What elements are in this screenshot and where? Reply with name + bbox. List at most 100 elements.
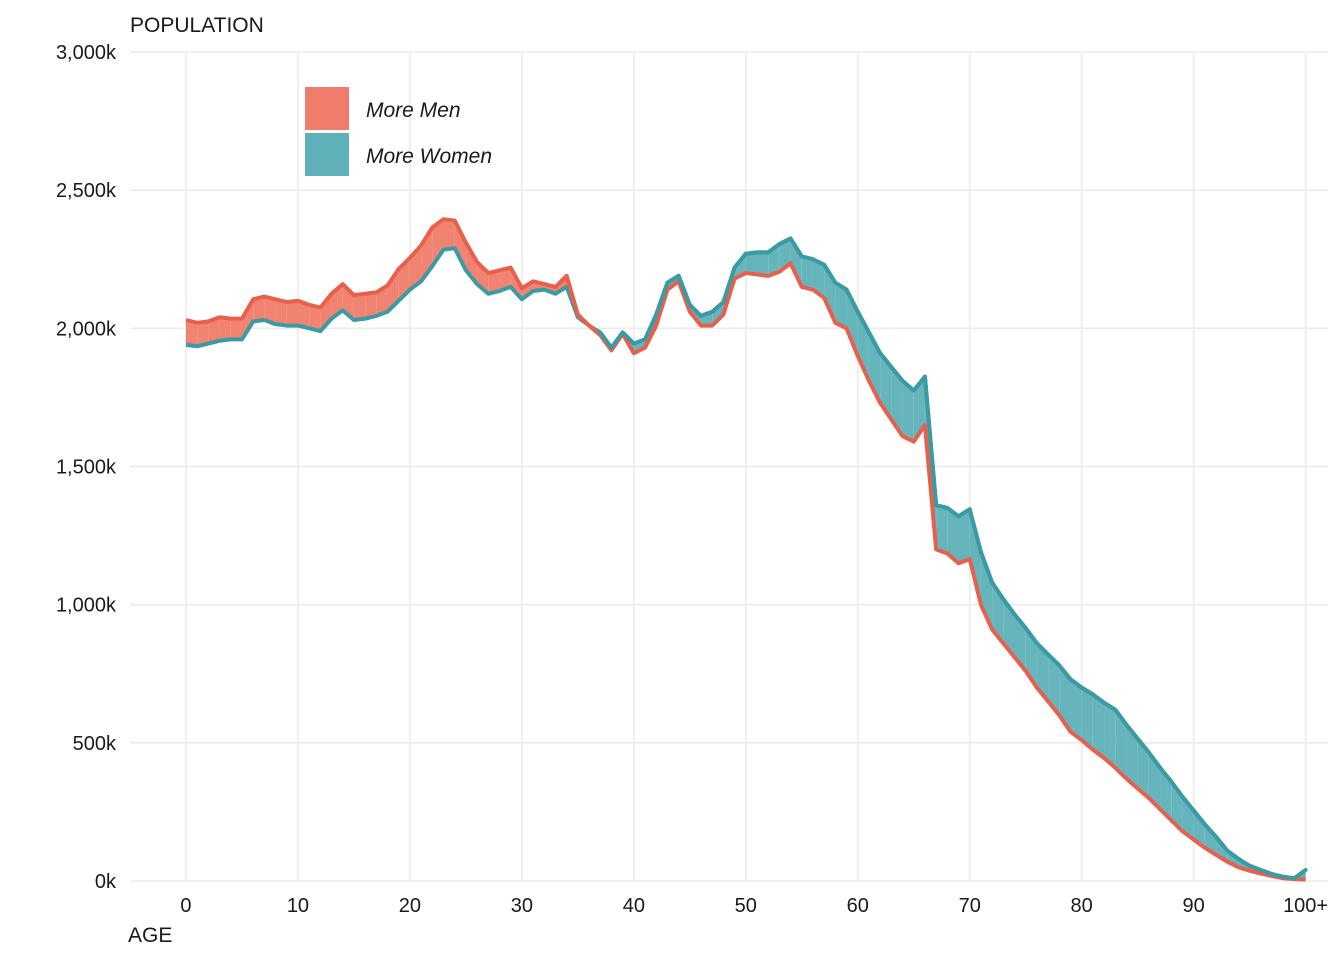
legend-label-more-men: More Men	[366, 99, 461, 122]
y-tick-label: 3,000k	[56, 42, 117, 64]
more-men-fill	[219, 317, 231, 341]
women-line-segment	[866, 330, 883, 356]
y-tick-label: 1,000k	[56, 595, 117, 617]
women-line-segment	[855, 309, 871, 335]
x-tick-label: 20	[399, 895, 421, 917]
women-line-segment	[822, 262, 838, 285]
men-line	[185, 217, 1306, 882]
women-line-segment	[889, 365, 905, 383]
more-men-fill	[275, 299, 287, 326]
more-women-fill	[1204, 824, 1217, 855]
more-men-fill	[488, 270, 500, 294]
women-line-segment	[911, 374, 927, 393]
women-line-segment	[598, 330, 614, 350]
women-line-segment	[643, 312, 659, 342]
women-line-segment	[609, 330, 625, 350]
women-line-segment	[1068, 677, 1084, 690]
x-tick-label: 60	[847, 895, 869, 917]
more-women-fill	[1059, 665, 1071, 732]
women-line-segment	[1012, 612, 1028, 631]
y-axis-title: POPULATION	[130, 14, 264, 37]
more-men-fill	[197, 321, 209, 347]
more-men-fill	[465, 242, 478, 285]
more-women-fill	[913, 376, 925, 442]
more-men-fill	[264, 296, 276, 325]
women-line-segment	[1090, 692, 1107, 705]
more-men-fill	[230, 318, 242, 340]
women-line-segment	[833, 280, 849, 292]
x-tick-label: 70	[959, 895, 981, 917]
more-women-fill	[1036, 643, 1049, 702]
women-line-segment	[1191, 808, 1207, 827]
women-line-segment	[1034, 641, 1051, 657]
y-tick-label: 2,500k	[56, 180, 117, 202]
x-tick-label: 80	[1071, 895, 1093, 917]
women-line-segment	[1135, 736, 1151, 755]
more-men-fill	[241, 299, 254, 340]
more-men-fill	[185, 320, 198, 347]
more-women-fill	[947, 507, 959, 564]
more-women-fill	[1104, 702, 1116, 768]
women-line-segment	[1158, 765, 1174, 784]
series-lines	[185, 217, 1308, 882]
more-men-fill	[208, 317, 220, 344]
women-line-segment	[777, 236, 793, 247]
women-line-segment	[1001, 597, 1017, 617]
women-line-segment	[1057, 663, 1073, 682]
y-axis-ticks: 0k 500k 1,000k 1,500k 2,000k 2,500k 3,000k	[56, 42, 117, 893]
women-line-segment	[990, 580, 1006, 602]
grid	[130, 51, 1328, 882]
x-axis-ticks: 0 10 20 30 40 50 60 70 80 90 100+	[180, 895, 1328, 917]
women-line-segment	[967, 507, 983, 555]
more-women-fill	[801, 256, 813, 290]
y-tick-label: 500k	[73, 733, 117, 755]
x-tick-label: 10	[287, 895, 309, 917]
women-line-segment	[810, 257, 827, 267]
more-women-fill	[745, 252, 757, 275]
more-women-fill	[1193, 810, 1205, 848]
y-tick-label: 0k	[95, 871, 117, 893]
women-line-segment	[922, 374, 939, 508]
women-line-segment	[1146, 750, 1163, 770]
more-women-fill	[1126, 724, 1138, 789]
women-line-segment	[945, 505, 961, 519]
more-women-fill	[880, 353, 892, 420]
legend-swatch-more-women	[305, 133, 349, 176]
more-men-fill	[320, 293, 332, 332]
more-men-fill	[499, 267, 511, 292]
women-line-segment	[710, 300, 726, 314]
women-line-segment	[1202, 822, 1219, 839]
more-women-fill	[756, 252, 769, 276]
women-line-segment	[676, 273, 692, 307]
women-line-segment	[1124, 722, 1140, 741]
more-women-fill	[1014, 614, 1026, 671]
women-line-segment	[1236, 856, 1252, 868]
more-women-fill	[1092, 694, 1105, 759]
more-women-fill	[835, 282, 847, 329]
x-tick-label: 50	[735, 895, 757, 917]
more-men-fill	[253, 296, 265, 322]
women-line-segment	[1046, 652, 1062, 668]
more-women-fill	[812, 259, 825, 298]
women-line-segment	[1180, 794, 1196, 813]
x-tick-label: 30	[511, 895, 533, 917]
women-line-segment	[766, 242, 782, 255]
y-tick-label: 1,500k	[56, 457, 117, 479]
more-men-fill	[443, 219, 455, 250]
women-line-segment	[721, 265, 737, 305]
women-line-segment	[788, 236, 804, 259]
more-men-fill	[365, 292, 377, 319]
more-women-fill	[790, 238, 802, 287]
more-men-fill	[353, 293, 366, 321]
x-tick-label: 90	[1183, 895, 1205, 917]
y-tick-label: 2,000k	[56, 318, 117, 340]
women-line-segment	[1214, 834, 1230, 853]
more-men-fill	[286, 300, 298, 326]
more-women-fill	[1137, 738, 1149, 799]
more-men-fill	[432, 219, 444, 267]
women-line-segment	[1113, 707, 1129, 727]
x-tick-label: 40	[623, 895, 645, 917]
women-line-segment	[844, 287, 860, 314]
more-women-fill	[936, 505, 948, 554]
women-line-segment	[1102, 700, 1118, 712]
